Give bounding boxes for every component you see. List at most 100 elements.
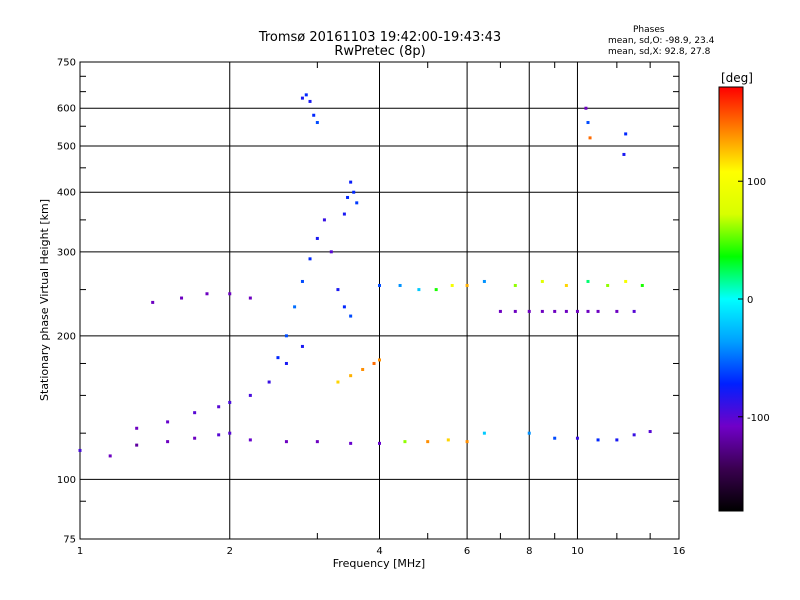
data-point <box>346 195 350 199</box>
data-point <box>575 436 579 440</box>
data-point <box>248 296 252 300</box>
colorbar-unit-label: [deg] <box>721 71 753 85</box>
x-axis: 1 2 4 6 8 10 16 <box>77 546 686 557</box>
y-tick-label: 400 <box>57 188 76 199</box>
data-point <box>228 400 232 404</box>
data-point <box>596 438 600 442</box>
data-point <box>540 279 544 283</box>
data-point <box>403 440 407 444</box>
data-point <box>315 440 319 444</box>
data-point <box>624 279 628 283</box>
colorbar-tick-label: 100 <box>747 177 766 188</box>
x-tick-label: 6 <box>464 546 470 557</box>
data-point <box>315 236 319 240</box>
data-point <box>615 438 619 442</box>
data-point <box>352 190 356 194</box>
data-point <box>315 121 319 125</box>
data-point <box>108 454 112 458</box>
data-point <box>166 440 170 444</box>
data-point <box>378 441 381 445</box>
data-point <box>135 443 139 447</box>
data-point <box>228 292 232 296</box>
data-point <box>349 441 353 445</box>
data-point <box>361 367 365 371</box>
data-point <box>336 380 340 384</box>
data-point <box>284 361 288 365</box>
data-point <box>465 440 469 444</box>
data-point <box>322 218 326 222</box>
data-point <box>267 380 271 384</box>
data-point <box>434 288 438 292</box>
data-point <box>193 436 197 440</box>
data-point <box>329 250 333 254</box>
data-point <box>300 96 304 100</box>
data-point <box>632 309 636 313</box>
data-point <box>553 309 557 313</box>
colorbar: [deg] 100 0 -100 <box>718 71 770 512</box>
y-tick-label: 600 <box>57 104 76 115</box>
data-points <box>78 93 652 458</box>
data-point <box>349 180 353 184</box>
data-point <box>417 288 421 292</box>
data-point <box>166 420 170 424</box>
data-point <box>355 201 359 205</box>
colorbar-tick-label: -100 <box>747 413 770 424</box>
data-point <box>450 283 454 287</box>
data-point <box>248 438 252 442</box>
stats-o-mode: mean, sd,O: -98.9, 23.4 <box>608 36 715 46</box>
data-point <box>284 440 288 444</box>
chart-title: Tromsø 20161103 19:42:00-19:43:43 <box>258 30 502 45</box>
data-point <box>304 93 308 97</box>
data-point <box>342 305 346 309</box>
data-point <box>596 309 600 313</box>
data-point <box>588 136 592 140</box>
data-point <box>276 356 280 360</box>
data-point <box>205 292 209 296</box>
data-point <box>300 344 304 348</box>
y-tick-label: 100 <box>57 475 76 486</box>
data-point <box>564 309 568 313</box>
data-point <box>586 121 590 125</box>
data-point <box>300 279 304 283</box>
data-point <box>575 309 579 313</box>
data-point <box>513 309 517 313</box>
data-point <box>498 309 502 313</box>
y-tick-label: 75 <box>63 535 76 546</box>
data-point <box>284 334 288 338</box>
data-point <box>217 405 221 409</box>
data-point <box>217 433 221 437</box>
data-point <box>349 374 353 378</box>
data-point <box>398 283 402 287</box>
data-point <box>378 283 381 287</box>
y-tick-label: 500 <box>57 141 76 152</box>
y-tick-label: 750 <box>57 58 76 69</box>
y-tick-label: 300 <box>57 247 76 258</box>
data-point <box>606 283 610 287</box>
data-point <box>349 314 353 318</box>
x-tick-label: 8 <box>526 546 532 557</box>
stats-x-mode: mean, sd,X: 92.8, 27.8 <box>608 47 711 57</box>
data-point <box>586 279 590 283</box>
data-point <box>615 309 619 313</box>
data-point <box>482 279 486 283</box>
data-point <box>372 361 376 365</box>
data-point <box>151 300 155 304</box>
data-point <box>632 433 636 437</box>
data-point <box>308 257 312 261</box>
stats-title: Phases <box>633 25 665 35</box>
data-point <box>312 113 316 117</box>
data-point <box>540 309 544 313</box>
data-point <box>293 305 297 309</box>
colorbar-tick-label: 0 <box>747 295 753 306</box>
data-point <box>180 296 184 300</box>
x-tick-label: 2 <box>227 546 233 557</box>
x-axis-label: Frequency [MHz] <box>333 557 425 570</box>
data-point <box>482 431 486 435</box>
data-point <box>584 106 588 110</box>
grid <box>80 62 679 539</box>
data-point <box>513 283 517 287</box>
x-tick-label: 10 <box>571 546 584 557</box>
y-axis-label: Stationary phase Virtual Height [km] <box>38 199 51 401</box>
